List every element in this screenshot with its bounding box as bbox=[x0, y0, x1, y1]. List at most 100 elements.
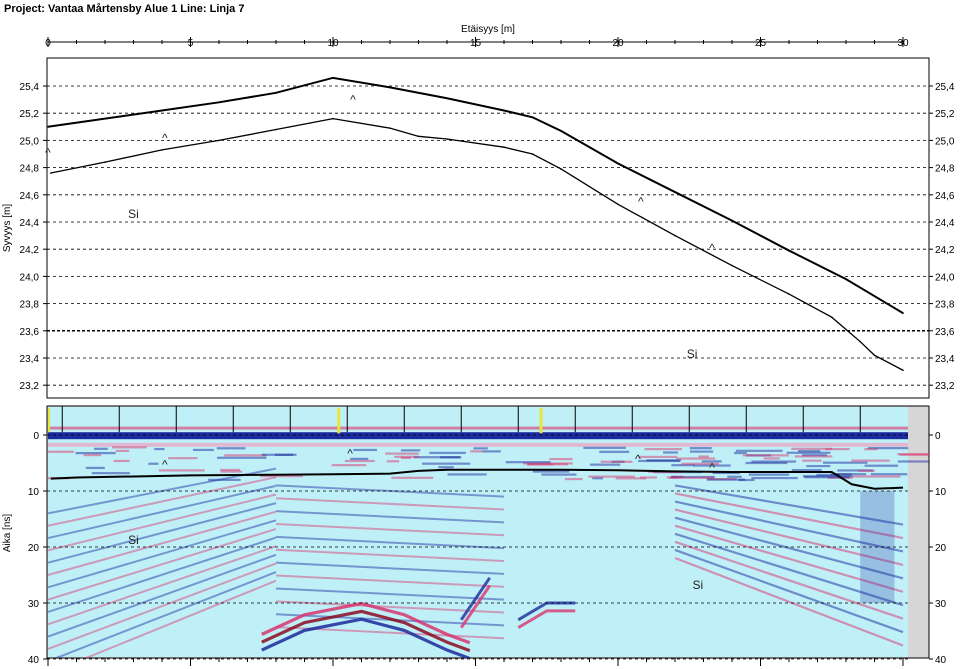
shallow-reflection bbox=[220, 470, 243, 473]
reflection-stripe bbox=[47, 545, 277, 626]
shallow-reflection bbox=[727, 475, 742, 478]
reflection-stripe bbox=[674, 548, 904, 634]
series-point bbox=[830, 316, 833, 319]
shallow-reflection bbox=[48, 450, 75, 453]
y-tick-label: 23,8 bbox=[20, 300, 40, 311]
y-tick-label-right: 23,4 bbox=[935, 354, 955, 365]
x-tick-label: 5 bbox=[188, 38, 194, 49]
shallow-reflection bbox=[701, 460, 722, 463]
shallow-reflection bbox=[851, 459, 890, 462]
y-tick-label: 23,2 bbox=[20, 381, 40, 392]
y-tick-label-right: 0 bbox=[935, 431, 941, 442]
shallow-reflection bbox=[837, 469, 873, 472]
shallow-reflection bbox=[646, 459, 682, 462]
page-title: Project: Vantaa Mårtensby Alue 1 Line: L… bbox=[4, 3, 245, 15]
shallow-reflection bbox=[216, 447, 246, 450]
series-point bbox=[47, 126, 49, 128]
shallow-reflection bbox=[791, 447, 832, 450]
shallow-reflection bbox=[154, 447, 165, 451]
shallow-reflection bbox=[802, 475, 853, 478]
shallow-reflection bbox=[224, 454, 267, 457]
shallow-reflection bbox=[825, 448, 850, 451]
shallow-reflection bbox=[748, 473, 790, 476]
shallow-reflection bbox=[638, 455, 678, 458]
reflection-stripe bbox=[674, 532, 904, 607]
shallow-reflection bbox=[830, 473, 867, 476]
shallow-reflection bbox=[112, 446, 147, 449]
shallow-reflection bbox=[689, 450, 714, 453]
shallow-reflection bbox=[523, 462, 573, 465]
reflection-stripe bbox=[275, 587, 505, 601]
series-point bbox=[560, 130, 562, 132]
y-tick-label: 25,0 bbox=[20, 136, 40, 147]
caret-annotation: ^ bbox=[347, 446, 353, 460]
x-tick-label: 0 bbox=[45, 38, 51, 49]
shallow-reflection bbox=[676, 457, 716, 460]
shallow-reflection bbox=[447, 473, 487, 476]
shallow-reflection bbox=[549, 457, 573, 461]
direct-wave-band-upper bbox=[48, 426, 908, 430]
shallow-reflection bbox=[689, 447, 712, 450]
y-tick-label: 0 bbox=[33, 431, 39, 442]
y-tick-label-right: 20 bbox=[935, 543, 947, 554]
reflection-stripe bbox=[83, 579, 277, 658]
shallow-reflection bbox=[94, 447, 108, 450]
shallow-reflection bbox=[505, 461, 551, 464]
shallow-reflection bbox=[583, 446, 626, 449]
y-tick-label-right: 25,0 bbox=[935, 136, 955, 147]
x-axis-label: Etäisyys [m] bbox=[461, 24, 515, 35]
shallow-reflection bbox=[786, 451, 831, 454]
y-tick-label-right: 24,4 bbox=[935, 218, 955, 229]
series-point bbox=[503, 109, 505, 112]
series-point bbox=[446, 138, 448, 140]
shallow-reflection bbox=[693, 464, 731, 467]
shallow-reflection bbox=[532, 470, 570, 473]
reflection-stripe bbox=[47, 536, 277, 613]
shallow-reflection bbox=[852, 475, 901, 478]
reflection-stripe bbox=[53, 571, 277, 658]
caret-annotation: ^ bbox=[638, 195, 644, 209]
shallow-reflection bbox=[742, 454, 790, 457]
caret-annotation: ^ bbox=[45, 146, 51, 160]
shallow-reflection bbox=[794, 455, 833, 458]
shallow-reflection bbox=[350, 457, 369, 460]
shallow-reflection bbox=[421, 462, 471, 465]
shallow-reflection bbox=[663, 451, 679, 454]
series-point bbox=[731, 264, 733, 267]
reflection-stripe bbox=[275, 574, 505, 588]
shallow-reflection bbox=[353, 448, 377, 452]
shallow-reflection bbox=[870, 473, 908, 476]
y-tick-label-right: 24,6 bbox=[935, 191, 955, 202]
series-point bbox=[389, 86, 391, 89]
y-tick-label: 25,4 bbox=[20, 82, 40, 93]
series-point bbox=[446, 97, 448, 100]
shallow-reflection bbox=[588, 475, 636, 478]
shallow-reflection bbox=[208, 478, 241, 481]
shallow-reflection bbox=[482, 450, 501, 453]
elevation-profile-plot: 25,4 25,4 25,2 25,2 25,0 25,0 24,8 24,8 24,6 24,6… bbox=[20, 57, 955, 399]
y-tick-label-right: 10 bbox=[935, 487, 947, 498]
reflection-stripe bbox=[47, 528, 277, 601]
shallow-reflection bbox=[158, 469, 205, 472]
y-tick-label: 24,6 bbox=[20, 191, 40, 202]
reflection-stripe bbox=[275, 510, 505, 524]
deep-reflector bbox=[261, 609, 471, 653]
reflection-stripe bbox=[674, 500, 904, 553]
x-tick-label: 20 bbox=[612, 38, 624, 49]
x-tick-label: 10 bbox=[327, 38, 339, 49]
shallow-reflection bbox=[738, 478, 755, 482]
shallow-reflection bbox=[470, 450, 483, 453]
shallow-reflection bbox=[671, 464, 695, 467]
reflection-stripe bbox=[275, 548, 505, 562]
shallow-reflection bbox=[91, 472, 130, 475]
y-tick-label: 23,6 bbox=[20, 327, 40, 338]
series-point bbox=[731, 219, 733, 222]
series-point bbox=[674, 234, 676, 237]
deep-reflector bbox=[261, 601, 471, 645]
top-plot-frame bbox=[46, 57, 930, 399]
shallow-reflection bbox=[400, 449, 421, 452]
shallow-reflection bbox=[706, 478, 746, 481]
shallow-reflection bbox=[798, 450, 821, 453]
dipping-reflector bbox=[517, 609, 576, 629]
reflection-stripe bbox=[674, 508, 904, 566]
